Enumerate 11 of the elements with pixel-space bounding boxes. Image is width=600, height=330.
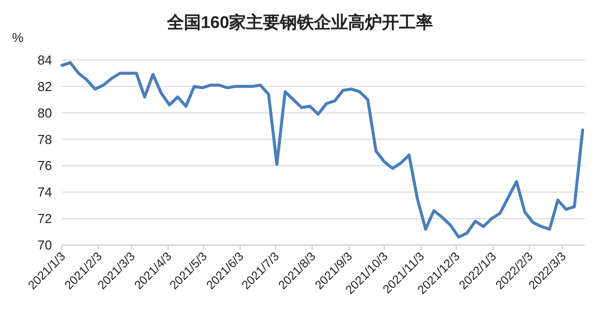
y-axis-title: % bbox=[12, 30, 24, 45]
y-tick-label: 82 bbox=[38, 78, 52, 94]
y-tick-label: 84 bbox=[38, 52, 52, 68]
y-tick-label: 72 bbox=[38, 211, 52, 226]
y-tick-label: 80 bbox=[38, 105, 52, 120]
line-series bbox=[60, 61, 584, 239]
y-tick-label: 70 bbox=[38, 238, 52, 252]
y-tick-label: 74 bbox=[38, 184, 52, 200]
y-tick-label: 78 bbox=[38, 132, 52, 147]
y-tick-label: 76 bbox=[38, 158, 52, 174]
chart-title: 全国160家主要钢铁企业高炉开工率 bbox=[166, 13, 434, 32]
